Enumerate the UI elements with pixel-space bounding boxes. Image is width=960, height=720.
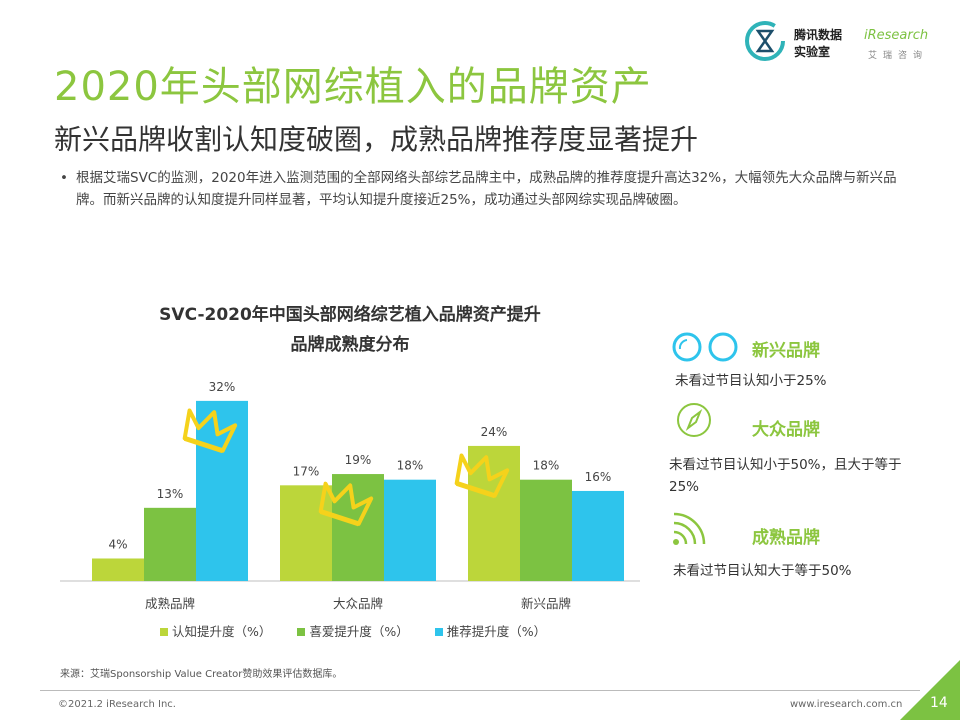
chart-title-line1: SVC-2020年中国头部网络综艺植入品牌资产提升 <box>159 305 541 325</box>
chart-title-line2: 品牌成熟度分布 <box>290 335 410 355</box>
page-subtitle: 新兴品牌收割认知度破圈，成熟品牌推荐度显著提升 <box>54 123 699 156</box>
chart-legend: 认知提升度（%） 喜爱提升度（%） 推荐提升度（%） <box>160 621 572 641</box>
data-label-0-0: 4% <box>108 537 127 551</box>
two-circles-icon <box>672 332 738 362</box>
tencent-logo-line1: 腾讯数据 <box>794 28 843 42</box>
category-label-1: 大众品牌 <box>333 596 383 611</box>
bar-0-0 <box>92 558 144 581</box>
page-number: 14 <box>930 695 948 711</box>
website-url: www.iresearch.com.cn <box>790 699 903 710</box>
crown-icon <box>454 453 510 499</box>
chart-title: SVC-2020年中国头部网络综艺植入品牌资产提升 品牌成熟度分布 <box>60 300 640 360</box>
category-new-brand-desc: 未看过节目认知小于25% <box>675 373 827 389</box>
legend-item-1: 喜爱提升度（%） <box>297 621 409 640</box>
tencent-hourglass-logo-icon <box>745 21 785 61</box>
category-mass-brand-desc: 未看过节目认知小于50%，且大于等于25% <box>669 457 902 495</box>
data-label-1-1: 19% <box>345 453 372 467</box>
data-label-0-1: 13% <box>157 487 184 501</box>
data-label-1-2: 18% <box>397 459 424 473</box>
legend-label-0: 认知提升度（%） <box>172 624 272 639</box>
data-label-2-2: 16% <box>585 470 612 484</box>
legend-swatch-0 <box>160 627 168 636</box>
bar-chart: 4% 13% 32% 成熟品牌 17% 19% 18% 大众品牌 24% 18% 16% 新兴品牌 <box>60 380 640 611</box>
tencent-data-lab-logo: 腾讯数据 实验室 <box>742 16 862 64</box>
summary-bullet: • 根据艾瑞SVC的监测，2020年进入监测范围的全部网络头部综艺品牌主中，成熟… <box>60 167 920 211</box>
category-label-2: 新兴品牌 <box>521 596 571 611</box>
iresearch-logo-sub: 艾瑞咨询 <box>868 51 929 61</box>
footer-divider <box>40 690 920 691</box>
bar-1-2 <box>384 479 436 581</box>
legend-label-1: 喜爱提升度（%） <box>309 624 409 639</box>
category-mature-brand-desc: 未看过节目认知大于等于50% <box>673 563 852 579</box>
data-label-1-0: 17% <box>293 464 320 478</box>
category-new-brand-title: 新兴品牌 <box>752 341 820 361</box>
bar-0-2 <box>196 400 248 581</box>
bar-0-1 <box>144 507 196 581</box>
legend-swatch-1 <box>297 627 306 636</box>
copyright: ©2021.2 iResearch Inc. <box>58 699 176 710</box>
compass-icon <box>677 403 711 437</box>
category-label-0: 成熟品牌 <box>145 596 195 611</box>
legend-item-2: 推荐提升度（%） <box>434 621 547 640</box>
category-mass-brand-title: 大众品牌 <box>752 420 820 440</box>
legend-swatch-2 <box>434 627 443 636</box>
legend-label-2: 推荐提升度（%） <box>446 624 547 639</box>
signal-waves-icon <box>673 512 706 545</box>
summary-text: 根据艾瑞SVC的监测，2020年进入监测范围的全部网络头部综艺品牌主中，成熟品牌… <box>76 170 897 208</box>
iresearch-logo-brand: iResearch <box>864 28 929 43</box>
bar-1-1 <box>332 474 384 581</box>
source-note: 来源：艾瑞Sponsorship Value Creator赞助效果评估数据库。 <box>60 669 343 680</box>
data-label-0-2: 32% <box>209 380 236 394</box>
tencent-logo-line2: 实验室 <box>794 45 831 59</box>
crown-icon <box>182 408 238 454</box>
legend-item-0: 认知提升度（%） <box>160 621 271 640</box>
bar-2-2 <box>572 490 624 581</box>
page-corner-decoration <box>900 660 960 720</box>
page-title: 2020年头部网综植入的品牌资产 <box>54 64 652 110</box>
iresearch-logo: iResearch 艾瑞咨询 <box>862 26 942 66</box>
crown-icon <box>318 481 374 527</box>
bullet-marker: • <box>60 170 68 186</box>
category-mature-brand-title: 成熟品牌 <box>752 528 820 548</box>
data-label-2-0: 24% <box>481 425 508 439</box>
data-label-2-1: 18% <box>533 459 560 473</box>
bar-2-1 <box>520 479 572 581</box>
